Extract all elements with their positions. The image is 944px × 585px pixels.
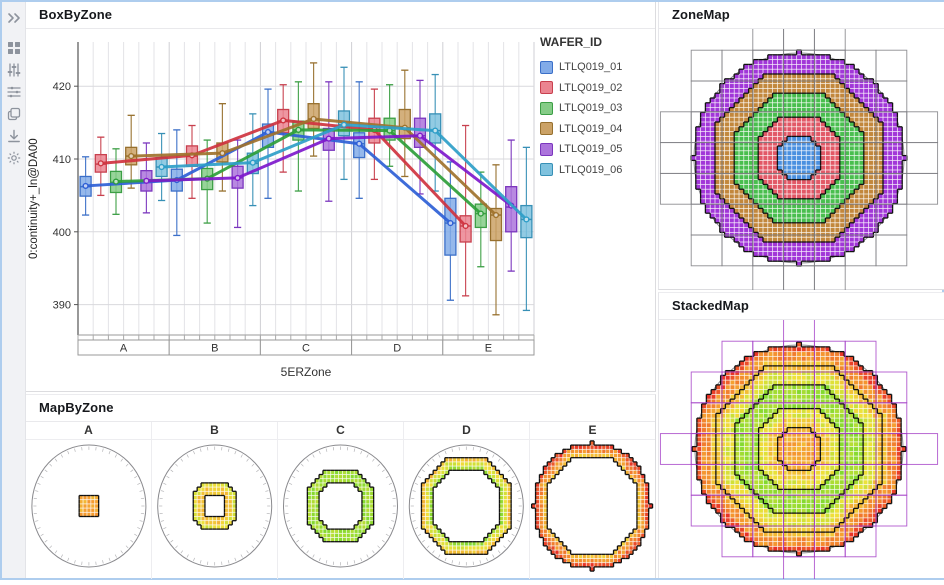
legend-label: LTLQ019_06 bbox=[559, 164, 622, 176]
wafer-heat-cells[interactable] bbox=[409, 445, 523, 567]
column-divider bbox=[403, 439, 404, 579]
zone-boundaries bbox=[532, 441, 653, 571]
panel-title-map-by-zone: MapByZone bbox=[26, 395, 655, 422]
legend-swatch bbox=[540, 81, 553, 94]
boxplot-legend: WAFER_ID LTLQ019_01 LTLQ019_02 LTLQ019_03 L… bbox=[540, 35, 652, 180]
legend-label: LTLQ019_02 bbox=[559, 82, 622, 94]
filter-sliders-icon[interactable] bbox=[6, 62, 22, 78]
zone-column-header[interactable]: D bbox=[404, 422, 530, 439]
panel-title-box-by-zone: BoxByZone bbox=[26, 2, 655, 29]
zone-column-header[interactable]: E bbox=[530, 422, 655, 439]
wafer-heat-cells[interactable] bbox=[284, 445, 398, 567]
zone-header-label: E bbox=[485, 343, 492, 355]
zone-column-header[interactable]: C bbox=[278, 422, 404, 439]
legend-item[interactable]: LTLQ019_03 bbox=[540, 98, 652, 119]
y-axis-label: 0:continuity+_ln@DA00 bbox=[27, 49, 41, 349]
zone-map-wafer[interactable] bbox=[659, 29, 943, 290]
x-axis-title: 5ERZone bbox=[281, 365, 332, 379]
panel-zone-map: ZoneMap bbox=[658, 2, 944, 290]
legend-item[interactable]: LTLQ019_02 bbox=[540, 78, 652, 99]
svg-text:390: 390 bbox=[53, 300, 71, 312]
panel-title-zone-map: ZoneMap bbox=[659, 2, 944, 29]
legend-swatch bbox=[540, 143, 553, 156]
map-by-zone-wafers[interactable] bbox=[26, 440, 655, 580]
wafer-outline bbox=[284, 445, 398, 567]
wafer-heat-cells[interactable] bbox=[158, 445, 272, 567]
wafer-perimeter-ticks bbox=[285, 447, 396, 566]
dashboard-grid-icon[interactable] bbox=[6, 40, 22, 56]
wafer-heat-cells[interactable] bbox=[32, 445, 146, 567]
column-divider bbox=[151, 439, 152, 579]
column-divider bbox=[529, 439, 530, 579]
legend-swatch bbox=[540, 122, 553, 135]
column-divider bbox=[277, 439, 278, 579]
wafer-heat-cells[interactable] bbox=[532, 441, 652, 571]
expand-panel-icon[interactable] bbox=[6, 10, 22, 26]
copy-layers-icon[interactable] bbox=[6, 106, 22, 122]
legend-title: WAFER_ID bbox=[540, 35, 652, 49]
svg-text:410: 410 bbox=[53, 154, 71, 166]
legend-swatch bbox=[540, 102, 553, 115]
legend-item[interactable]: LTLQ019_01 bbox=[540, 57, 652, 78]
y-axis: 390 400 410 420 bbox=[53, 42, 78, 335]
wafer-perimeter-ticks bbox=[159, 447, 270, 566]
settings-gear-icon[interactable] bbox=[6, 150, 22, 166]
legend-item[interactable]: LTLQ019_06 bbox=[540, 160, 652, 181]
zone-header-label: C bbox=[302, 343, 310, 355]
wafer-outline bbox=[158, 445, 272, 567]
svg-text:420: 420 bbox=[53, 81, 71, 93]
stacked-map-wafer[interactable] bbox=[659, 320, 943, 579]
download-icon[interactable] bbox=[6, 128, 22, 144]
wafer-zone-cells[interactable] bbox=[691, 50, 907, 266]
panel-title-stacked-map: StackedMap bbox=[659, 293, 944, 320]
panel-stacked-map: StackedMap bbox=[658, 292, 944, 578]
legend-label: LTLQ019_01 bbox=[559, 61, 622, 73]
legend-swatch bbox=[540, 61, 553, 74]
zone-header-label: A bbox=[120, 343, 128, 355]
sidebar-toolbar bbox=[2, 2, 26, 578]
zone-header-label: B bbox=[211, 343, 218, 355]
legend-swatch bbox=[540, 163, 553, 176]
legend-label: LTLQ019_03 bbox=[559, 102, 622, 114]
x-axis: A B C D E 5ERZone bbox=[78, 335, 534, 379]
panel-box-by-zone: BoxByZone 0:continuity+_ln@DA00 390 400 41… bbox=[26, 2, 656, 392]
svg-text:400: 400 bbox=[53, 227, 71, 239]
zone-column-header[interactable]: A bbox=[26, 422, 152, 439]
list-settings-icon[interactable] bbox=[6, 84, 22, 100]
legend-item[interactable]: LTLQ019_05 bbox=[540, 139, 652, 160]
legend-label: LTLQ019_04 bbox=[559, 123, 622, 135]
wafer-heat-cells[interactable] bbox=[692, 342, 905, 555]
zone-header-label: D bbox=[393, 343, 401, 355]
legend-item[interactable]: LTLQ019_04 bbox=[540, 119, 652, 140]
zone-column-header[interactable]: B bbox=[152, 422, 278, 439]
legend-label: LTLQ019_05 bbox=[559, 143, 622, 155]
